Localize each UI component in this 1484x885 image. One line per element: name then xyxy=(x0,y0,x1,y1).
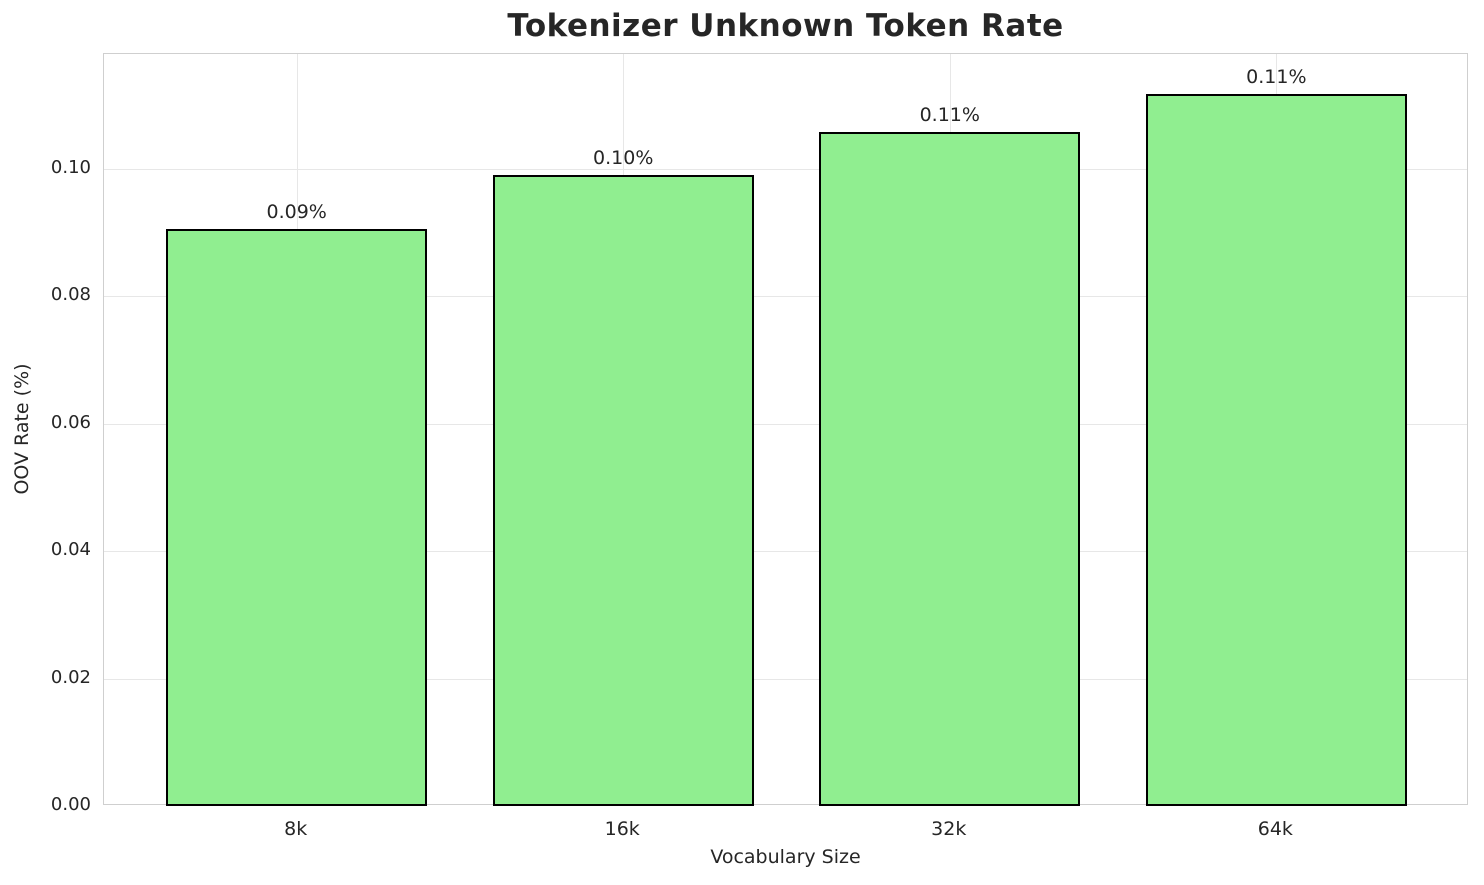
bar-value-label: 0.11% xyxy=(1246,66,1307,89)
bar-value-label: 0.10% xyxy=(593,147,654,170)
x-tick-label: 32k xyxy=(931,818,967,840)
y-gridline xyxy=(104,678,1467,680)
bar-8k xyxy=(166,229,428,806)
y-gridline xyxy=(104,296,1467,298)
plot-area: 0.09% 0.10% 0.11% 0.11% xyxy=(103,53,1468,806)
x-tick-label: 8k xyxy=(284,818,308,840)
y-gridline xyxy=(104,423,1467,425)
y-tick-label: 0.04 xyxy=(50,539,91,561)
x-tick-label: 64k xyxy=(1257,818,1293,840)
bar-16k xyxy=(492,175,754,806)
y-axis-title: OOV Rate (%) xyxy=(11,363,33,495)
y-tick-label: 0.00 xyxy=(50,794,91,815)
bar-32k xyxy=(819,132,1081,806)
y-tick-label: 0.06 xyxy=(50,411,91,433)
bar-value-label: 0.09% xyxy=(266,201,327,224)
y-gridline xyxy=(104,551,1467,553)
x-axis-title: Vocabulary Size xyxy=(710,846,861,868)
y-tick-label: 0.08 xyxy=(50,284,91,306)
y-gridline xyxy=(104,168,1467,170)
bar-64k xyxy=(1145,94,1407,806)
y-tick-label: 0.02 xyxy=(50,666,91,688)
y-tick-label: 0.10 xyxy=(50,156,91,178)
bar-value-label: 0.11% xyxy=(919,104,980,127)
chart-title: Tokenizer Unknown Token Rate xyxy=(507,8,1064,44)
x-tick-label: 16k xyxy=(604,818,640,840)
